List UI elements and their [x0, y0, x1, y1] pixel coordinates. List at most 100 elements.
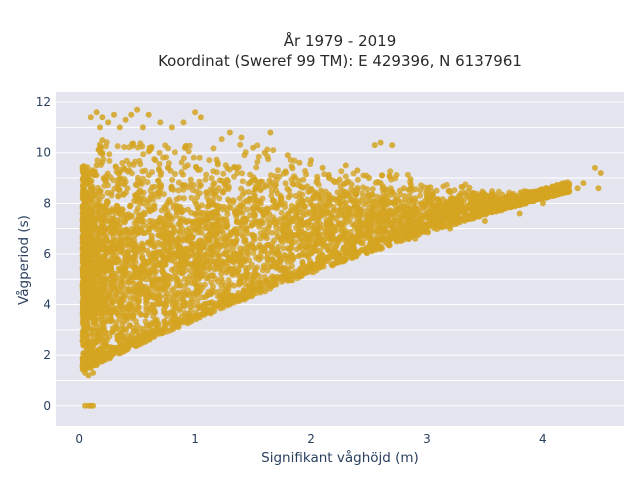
data-point — [220, 170, 227, 177]
data-point — [146, 217, 153, 224]
data-point — [144, 239, 151, 246]
data-point — [148, 192, 155, 199]
data-point — [196, 183, 203, 190]
data-point — [494, 193, 501, 200]
data-point — [106, 157, 113, 164]
data-point — [150, 294, 156, 301]
data-point — [272, 204, 278, 211]
data-point — [184, 162, 191, 169]
data-point — [166, 242, 173, 249]
data-point — [261, 226, 268, 233]
data-point — [371, 202, 378, 209]
data-point — [123, 157, 130, 164]
data-point — [347, 197, 354, 204]
data-point — [106, 292, 113, 299]
data-point — [213, 156, 220, 163]
data-point — [161, 254, 168, 261]
data-point — [387, 168, 394, 175]
data-point — [137, 140, 144, 147]
data-point — [244, 270, 250, 277]
data-point — [181, 302, 188, 308]
data-point — [185, 148, 192, 155]
data-point — [124, 309, 131, 316]
data-point — [257, 200, 264, 207]
data-point — [163, 299, 170, 306]
data-point — [231, 173, 238, 180]
data-point — [207, 291, 214, 298]
data-point — [343, 179, 350, 186]
data-point — [559, 189, 566, 196]
data-point — [406, 186, 413, 193]
data-point — [230, 240, 237, 247]
data-point — [117, 175, 124, 182]
data-point — [271, 237, 278, 244]
data-point — [101, 339, 108, 346]
data-point — [257, 243, 264, 250]
data-point — [101, 302, 108, 309]
data-point — [271, 260, 277, 267]
data-point — [108, 241, 115, 248]
data-point — [266, 177, 273, 184]
data-point — [152, 308, 158, 315]
data-point — [215, 253, 222, 259]
data-point — [214, 161, 221, 168]
data-point — [206, 157, 213, 164]
data-point — [243, 225, 250, 232]
data-point — [210, 196, 216, 203]
data-point — [280, 245, 287, 252]
data-point — [114, 241, 121, 248]
data-point — [404, 217, 411, 224]
data-point — [427, 184, 434, 191]
data-point — [280, 221, 287, 228]
data-point — [100, 156, 107, 163]
data-point — [210, 283, 216, 290]
data-point — [186, 236, 193, 243]
data-point — [392, 196, 399, 203]
data-point — [379, 210, 386, 216]
data-point — [116, 169, 123, 176]
data-point — [255, 153, 262, 160]
data-point — [274, 246, 280, 253]
data-point — [145, 229, 152, 236]
data-point — [139, 240, 145, 247]
data-point — [106, 151, 113, 158]
data-point — [128, 170, 135, 177]
data-point — [213, 224, 220, 231]
data-point — [254, 219, 260, 226]
data-point — [79, 244, 86, 251]
data-point — [296, 190, 303, 197]
data-point — [102, 318, 109, 325]
data-point — [355, 236, 362, 243]
data-point — [121, 165, 128, 172]
data-point — [274, 273, 281, 280]
data-point — [472, 213, 479, 220]
data-point — [242, 217, 249, 224]
data-point — [97, 162, 104, 168]
data-point — [125, 288, 132, 295]
data-point — [225, 277, 232, 284]
data-point — [220, 206, 226, 213]
data-point — [276, 235, 283, 242]
data-point — [137, 311, 144, 318]
data-point — [106, 267, 113, 274]
data-point — [133, 269, 140, 276]
data-point — [190, 250, 197, 257]
data-point — [222, 282, 229, 289]
data-point — [369, 186, 376, 192]
data-point — [275, 258, 282, 265]
data-point — [190, 154, 197, 161]
data-point — [108, 263, 115, 270]
data-point — [473, 193, 480, 200]
data-point — [115, 295, 122, 302]
data-point — [189, 290, 196, 297]
data-point — [252, 192, 258, 199]
data-point — [166, 293, 173, 300]
data-point — [376, 201, 383, 208]
data-point — [117, 220, 124, 227]
data-point — [165, 164, 172, 171]
data-point — [198, 202, 205, 209]
data-point — [267, 183, 273, 190]
data-point — [182, 182, 188, 189]
data-point — [434, 207, 441, 214]
